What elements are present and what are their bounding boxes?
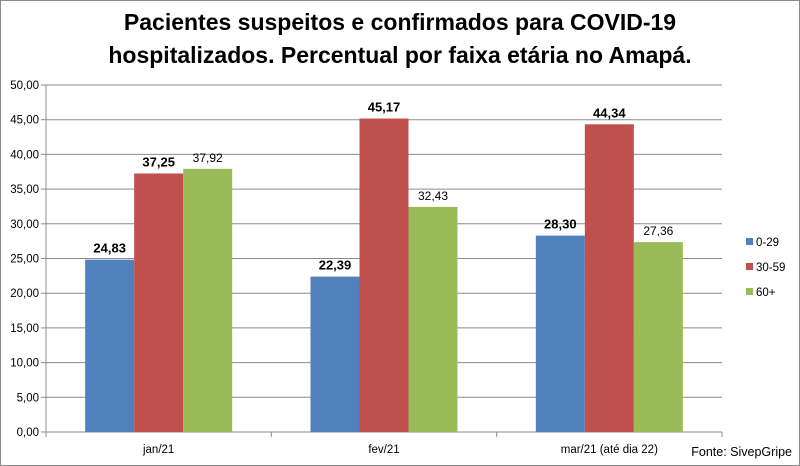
legend-swatch: [746, 238, 753, 245]
bars: [85, 118, 683, 433]
legend-label: 30-59: [756, 262, 785, 274]
y-tick-label: 25,00: [10, 254, 39, 266]
data-label: 24,83: [93, 241, 126, 256]
data-label: 22,39: [319, 258, 352, 273]
data-label: 44,34: [593, 105, 626, 120]
data-label: 37,92: [193, 151, 223, 165]
y-tick-label: 50,00: [10, 80, 39, 92]
bar: [535, 235, 585, 432]
bar: [633, 242, 683, 432]
bar: [85, 259, 135, 432]
chart-title-line-2: hospitalizados. Percentual por faixa etá…: [108, 42, 691, 68]
y-tick-label: 30,00: [10, 219, 39, 231]
bar: [359, 118, 409, 432]
data-label: 37,25: [142, 154, 175, 169]
y-tick-label: 15,00: [10, 323, 39, 335]
legend: 0-29 30-59 60+: [746, 237, 785, 299]
data-label: 27,36: [643, 224, 673, 238]
y-tick-label: 0,00: [17, 427, 39, 439]
bar: [134, 173, 184, 433]
bar: [584, 124, 634, 433]
legend-label: 60+: [756, 287, 776, 299]
legend-swatch: [746, 263, 753, 270]
source-note: Fonte: SivepGripe: [691, 445, 792, 459]
legend-swatch: [746, 288, 753, 295]
chart-title-line-1: Pacientes suspeitos e confirmados para C…: [124, 9, 676, 35]
category-label: fev/21: [368, 444, 399, 456]
data-label: 28,30: [544, 217, 577, 232]
bar: [183, 168, 233, 432]
y-tick-label: 45,00: [10, 115, 39, 127]
bar: [310, 276, 360, 432]
y-tick-label: 35,00: [10, 184, 39, 196]
legend-label: 0-29: [756, 237, 779, 249]
bar: [408, 206, 458, 432]
data-labels: 24,83 37,25 37,92 22,39 45,17 32,43 28,30 44,34…: [93, 100, 673, 273]
y-tick-label: 10,00: [10, 358, 39, 370]
data-label: 32,43: [418, 189, 448, 203]
category-label: jan/21: [142, 444, 174, 456]
category-label: mar/21 (até dia 22): [561, 444, 658, 456]
y-tick-label: 20,00: [10, 288, 39, 300]
data-label: 45,17: [368, 100, 401, 115]
y-tick-label: 5,00: [17, 392, 39, 404]
y-tick-label: 40,00: [10, 149, 39, 161]
